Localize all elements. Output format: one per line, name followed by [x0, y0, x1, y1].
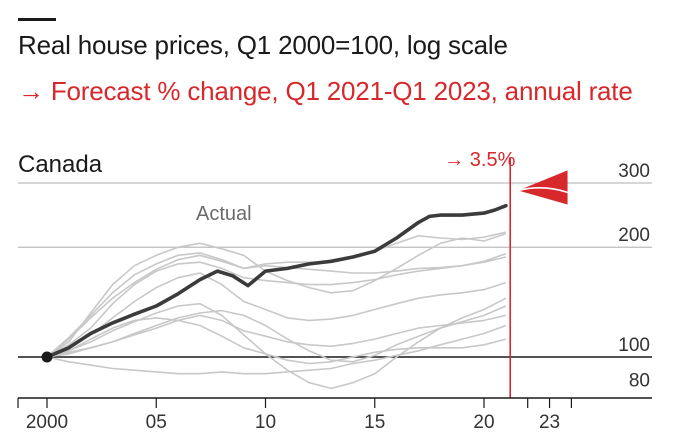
forecast-central-line [518, 187, 568, 194]
x-tick-label: 15 [364, 412, 385, 433]
title-rule [18, 18, 56, 21]
x-tick-label: 20 [473, 412, 494, 433]
labels: 300 200 100 80 → 3.5% Canada Actual [18, 149, 650, 391]
y-tick-label: 80 [629, 370, 650, 391]
canada-line [45, 203, 508, 359]
x-tick-label: 05 [146, 412, 167, 433]
y-tick-label: 200 [618, 225, 650, 246]
comparison-line-6 [46, 297, 507, 390]
comparison-line-3 [46, 252, 507, 358]
chart-title: Real house prices, Q1 2000=100, log scal… [18, 30, 508, 60]
chart-subtitle: → Forecast % change, Q1 2021-Q1 2023, an… [18, 76, 633, 106]
comparison-line-8 [46, 314, 507, 358]
start-point [41, 351, 53, 363]
comparison-line-4 [46, 252, 507, 358]
actual-annotation: Actual [196, 203, 252, 225]
comparison-line-1 [46, 232, 507, 358]
forecast-label: → 3.5% [444, 149, 515, 171]
x-tick-label: 23 [539, 412, 560, 433]
series-lines [41, 203, 508, 390]
comparison-line-2 [46, 231, 507, 358]
x-tick-label: 2000 [26, 412, 68, 433]
panel-title: Canada [18, 151, 103, 178]
y-tick-label: 100 [618, 335, 650, 356]
x-axis: 2000 05 10 15 20 23 [17, 397, 652, 433]
forecast [509, 157, 568, 398]
y-tick-label: 300 [618, 161, 650, 182]
comparison-line-10 [46, 317, 507, 365]
comparison-line-5 [46, 272, 507, 358]
x-tick-label: 10 [255, 412, 276, 433]
